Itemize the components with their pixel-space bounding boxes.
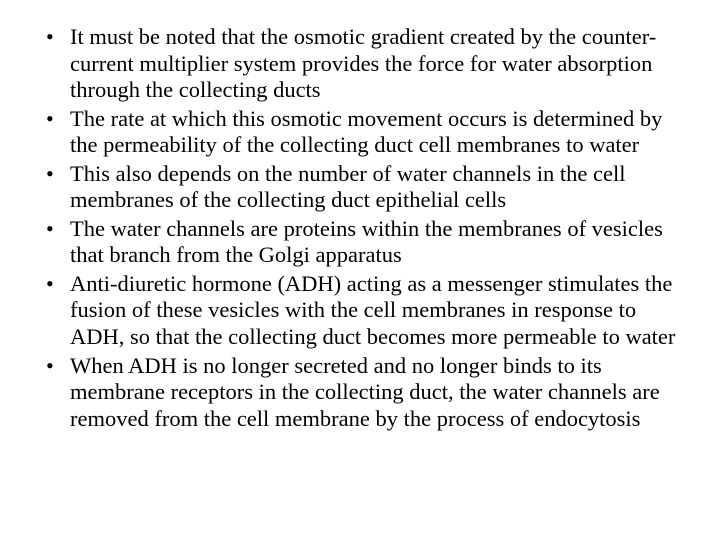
slide: It must be noted that the osmotic gradie… (0, 0, 720, 540)
list-item: This also depends on the number of water… (32, 161, 688, 214)
bullet-list: It must be noted that the osmotic gradie… (32, 24, 688, 432)
list-item: The water channels are proteins within t… (32, 216, 688, 269)
list-item: When ADH is no longer secreted and no lo… (32, 353, 688, 433)
list-item: It must be noted that the osmotic gradie… (32, 24, 688, 104)
list-item: Anti-diuretic hormone (ADH) acting as a … (32, 271, 688, 351)
list-item: The rate at which this osmotic movement … (32, 106, 688, 159)
